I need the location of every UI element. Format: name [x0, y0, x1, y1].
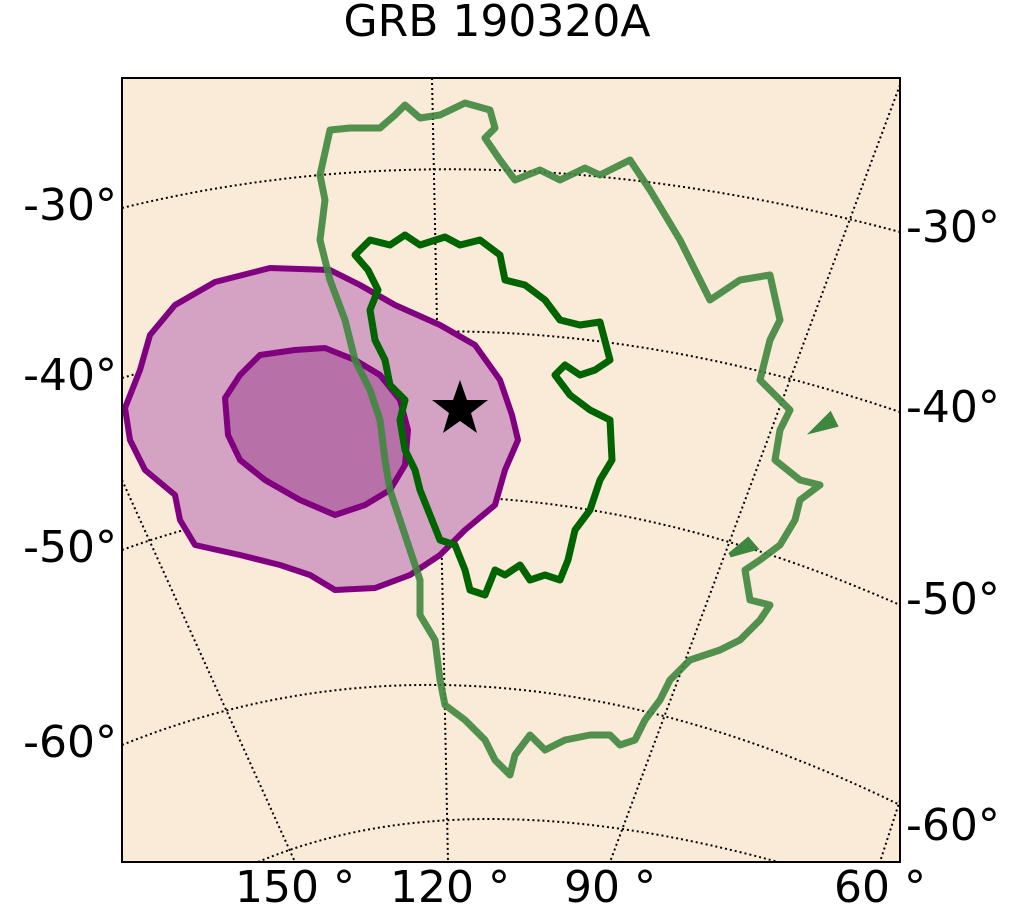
ra-label: 120 °	[390, 862, 510, 913]
ra-label: 150 °	[235, 862, 355, 913]
ra-label: 60 °	[834, 862, 926, 913]
dec-label-left: -40°	[23, 350, 117, 401]
green-island-1	[806, 410, 839, 435]
dec-label-left: -60°	[23, 717, 117, 768]
plot-frame	[121, 77, 901, 863]
dec-label-right: -50°	[906, 574, 1000, 625]
inner-green-contour	[351, 231, 616, 599]
dec-label-right: -40°	[906, 382, 1000, 433]
ra-label: 90 °	[564, 862, 656, 913]
dec-label-right: -60°	[906, 800, 1000, 851]
outer-green-contour	[316, 99, 824, 779]
contours	[122, 99, 839, 779]
title: GRB 190320A	[344, 0, 651, 47]
graticule	[122, 78, 900, 862]
dec-label-left: -50°	[23, 522, 117, 573]
grb-position-star	[432, 380, 488, 433]
green-island-2	[728, 536, 760, 558]
dec-label-right: -30°	[906, 202, 1000, 253]
dec-label-left: -30°	[23, 180, 117, 231]
